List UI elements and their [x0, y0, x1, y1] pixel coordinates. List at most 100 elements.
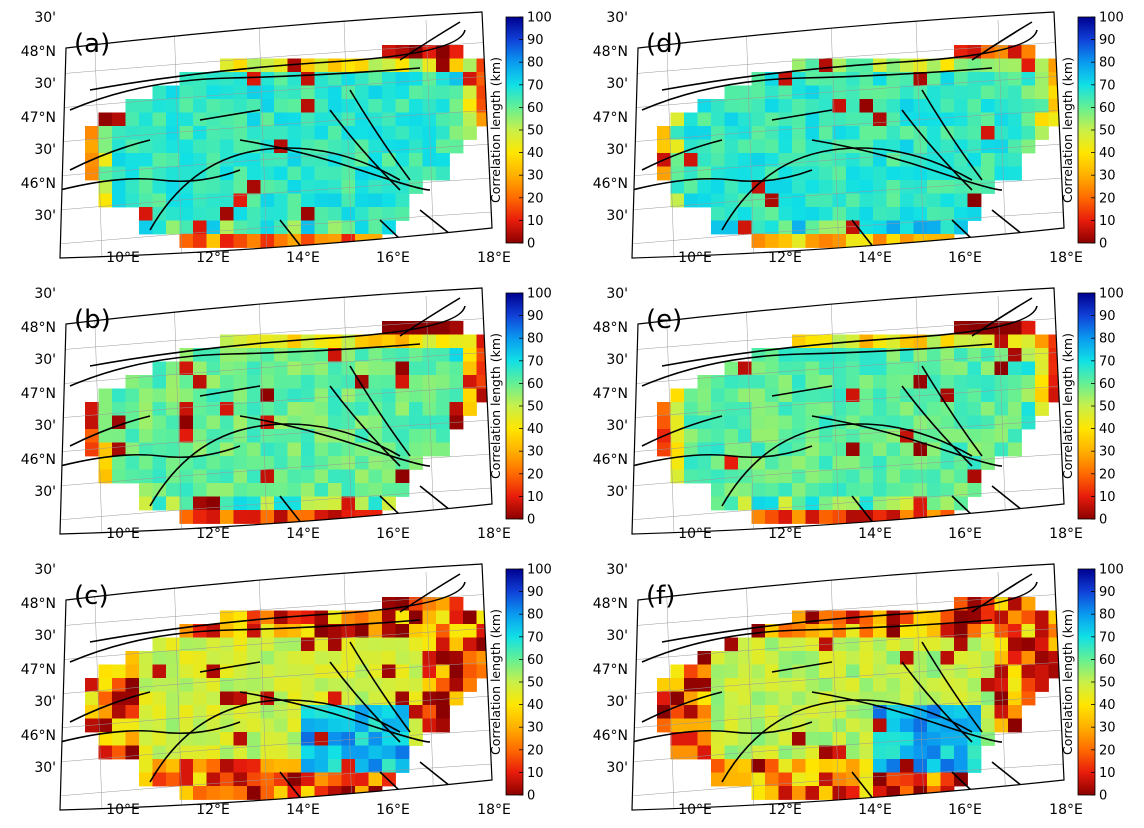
grid-cell — [859, 664, 874, 679]
grid-cell — [751, 153, 766, 167]
grid-cell — [900, 139, 914, 154]
grid-cell — [395, 597, 410, 611]
grid-cell — [341, 442, 356, 457]
grid-cell — [1035, 348, 1049, 362]
lon-tick-label: 14°E — [858, 250, 892, 266]
grid-cell — [886, 732, 901, 746]
grid-cell — [940, 361, 955, 376]
grid-cell — [954, 429, 968, 443]
grid-cell — [355, 483, 369, 497]
grid-cell — [193, 745, 207, 760]
grid-cell — [1021, 112, 1036, 127]
grid-cell — [805, 469, 820, 484]
grid-cell — [112, 429, 126, 443]
colorbar-tick-label: 70 — [527, 354, 544, 369]
grid-cell — [287, 153, 302, 167]
grid-cell — [179, 732, 194, 746]
grid-cell — [409, 651, 423, 665]
grid-cell — [463, 334, 477, 349]
grid-cell — [382, 664, 396, 679]
grid-cell — [832, 375, 847, 389]
grid-cell — [724, 678, 739, 692]
map-panel-a: (a)30'48°N30'47°N30'46°N30'10°E 12°E 14°E 1… — [21, 10, 552, 266]
colorbar-label: Correlation length (km) — [488, 333, 503, 479]
grid-cell — [233, 651, 248, 665]
grid-cell — [409, 361, 423, 376]
grid-cell — [832, 664, 847, 679]
grid-cell — [112, 664, 126, 679]
grid-cell — [125, 193, 140, 208]
grid-cell — [152, 718, 167, 733]
grid-cell — [711, 153, 725, 167]
grid-cell — [233, 234, 248, 248]
grid-cell — [724, 415, 739, 430]
grid-cell — [751, 510, 766, 524]
grid-cell — [287, 456, 302, 470]
grid-cell — [328, 678, 342, 692]
colorbar-tick-label: 90 — [527, 585, 544, 600]
grid-cell — [819, 664, 833, 679]
fault-line — [329, 661, 401, 743]
colorbar-tick-label: 80 — [527, 56, 544, 71]
grid-cell — [819, 112, 833, 127]
grid-cell — [819, 732, 833, 746]
grid-cell — [1008, 45, 1022, 59]
grid-cell — [139, 402, 153, 416]
colorbar-tick-label: 80 — [1099, 608, 1116, 623]
grid-cell — [954, 139, 968, 154]
grid-cell — [179, 112, 194, 127]
colorbar-tick-label: 10 — [1099, 766, 1116, 781]
grid-cell — [260, 651, 275, 665]
grid-cell — [125, 678, 140, 692]
grid-cell — [368, 139, 383, 154]
grid-cell — [927, 745, 941, 760]
grid-cell — [274, 99, 288, 113]
grid-cell — [314, 637, 329, 652]
grid-cell — [179, 415, 194, 430]
lat-tick-label: 47°N — [21, 662, 56, 678]
grid-cell — [792, 496, 806, 511]
grid-cell — [274, 207, 288, 221]
grid-cell — [940, 772, 955, 787]
grid-cell — [422, 139, 437, 154]
grid-cell — [846, 718, 860, 733]
grid-cell — [112, 442, 126, 457]
grid-cell — [206, 207, 221, 221]
grid-cell — [449, 402, 464, 416]
grid-cell — [409, 72, 423, 86]
grid-cell — [409, 348, 423, 362]
grid-cell — [395, 402, 410, 416]
grid-cell — [314, 718, 329, 733]
grid-cell — [967, 624, 982, 638]
grid-cell — [341, 651, 356, 665]
grid-cell — [220, 334, 234, 349]
grid-cell — [994, 705, 1009, 719]
grid-cell — [886, 637, 901, 652]
grid-cell — [819, 610, 833, 625]
colorbar-tick-label: 60 — [527, 101, 544, 116]
grid-cell — [967, 361, 982, 376]
grid-cell — [738, 112, 752, 127]
grid-cell — [152, 442, 167, 457]
grid-cell — [233, 691, 248, 706]
fault-line — [199, 109, 261, 121]
grid-cell — [954, 193, 968, 208]
grid-cell — [994, 45, 1009, 59]
grid-cell — [328, 510, 342, 524]
grid-cell — [819, 166, 833, 181]
grid-cell — [287, 772, 302, 787]
grid-cell — [927, 415, 941, 430]
grid-cell — [859, 334, 874, 349]
grid-cell — [913, 361, 928, 376]
grid-cell — [954, 402, 968, 416]
grid-cell — [805, 402, 820, 416]
grid-cell — [805, 139, 820, 154]
grid-cell — [778, 207, 793, 221]
grid-cell — [684, 402, 698, 416]
grid-cell — [260, 348, 275, 362]
grid-cell — [900, 193, 914, 208]
grid-cell — [900, 180, 914, 194]
grid-cell — [260, 234, 275, 248]
grid-cell — [382, 624, 396, 638]
grid-cell — [954, 361, 968, 376]
